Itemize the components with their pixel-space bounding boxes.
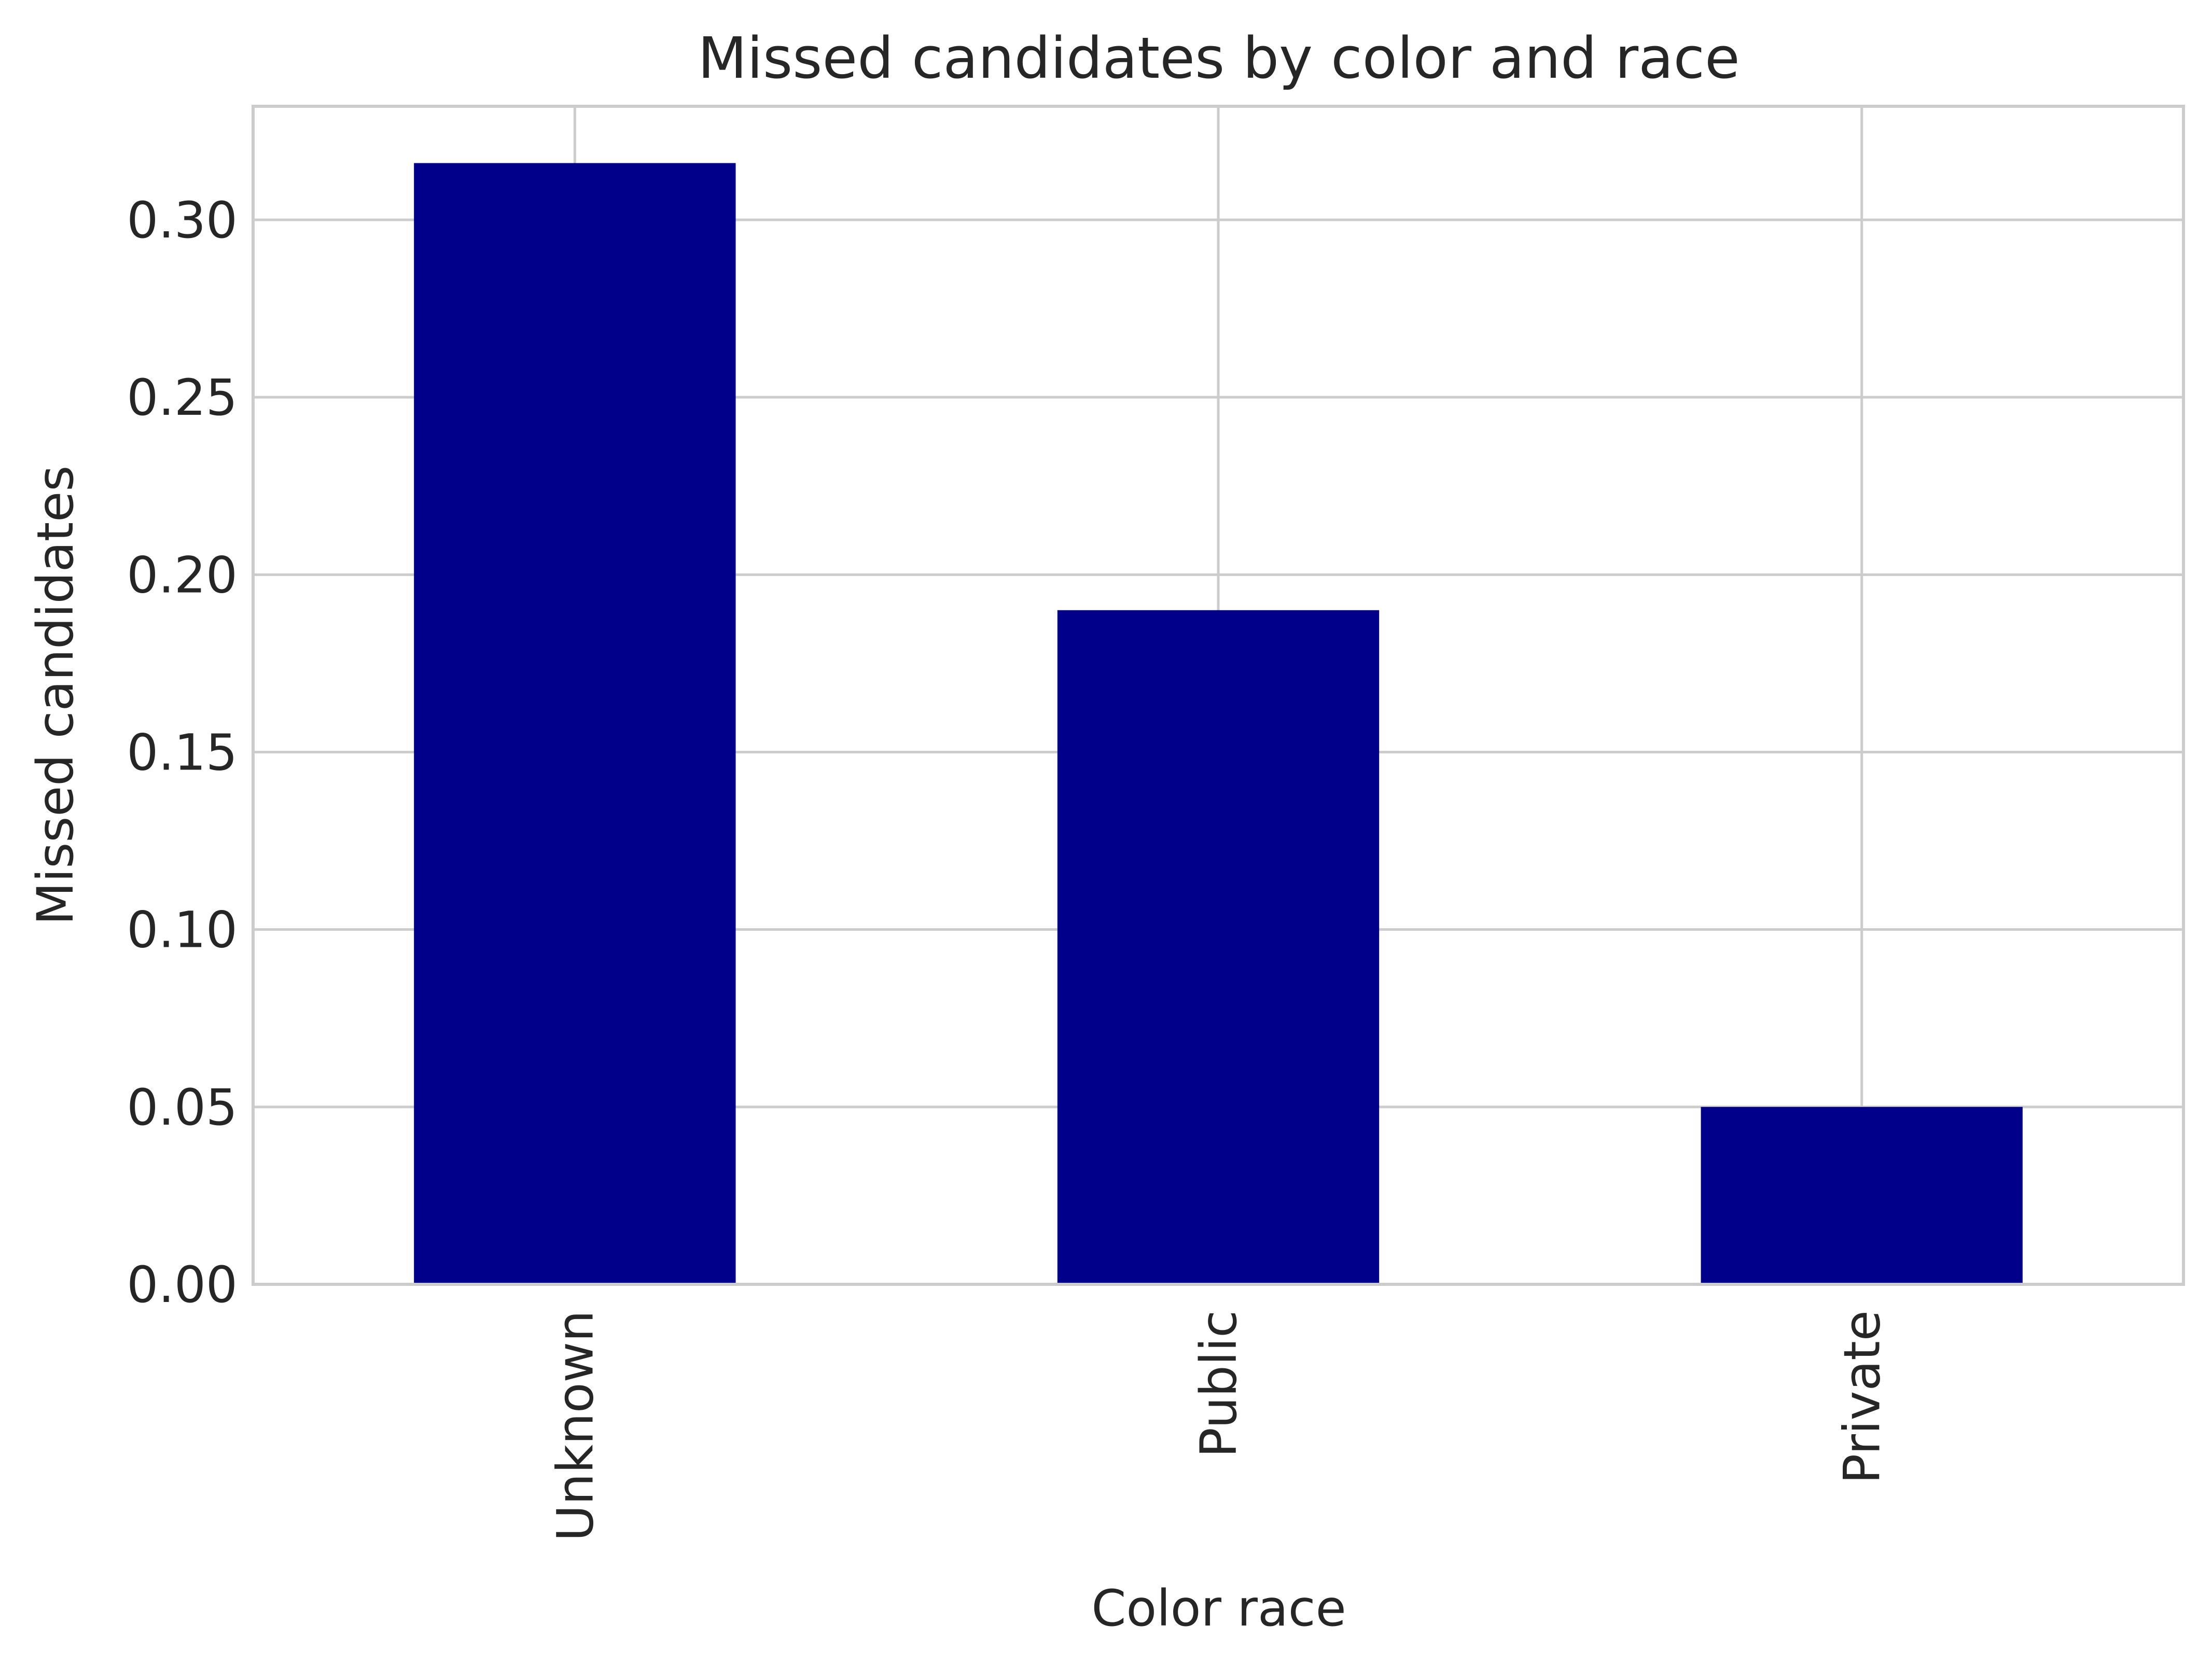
x-tick-labels: Unknown Public Private bbox=[546, 1310, 1891, 1542]
y-tick-label: 0.25 bbox=[127, 369, 238, 427]
y-tick-label: 0.15 bbox=[127, 723, 238, 781]
y-tick-label: 0.00 bbox=[127, 1256, 238, 1314]
x-tick-label: Public bbox=[1190, 1310, 1248, 1458]
y-tick-label: 0.20 bbox=[127, 546, 238, 604]
bars bbox=[414, 163, 2023, 1285]
y-tick-label: 0.30 bbox=[127, 191, 238, 249]
x-axis-label: Color race bbox=[1091, 1579, 1346, 1637]
plot-frame bbox=[252, 105, 2185, 1286]
bar-public bbox=[1057, 610, 1380, 1284]
x-tick-label: Private bbox=[1833, 1310, 1891, 1484]
y-tick-label: 0.10 bbox=[127, 901, 238, 959]
y-axis-label: Missed candidates bbox=[26, 466, 85, 926]
x-tick-label: Unknown bbox=[546, 1310, 604, 1542]
y-tick-label: 0.05 bbox=[127, 1078, 238, 1137]
chart-title: Missed candidates by color and race bbox=[698, 25, 1740, 91]
bar-private bbox=[1701, 1106, 2023, 1284]
y-tick-labels: 0.00 0.05 0.10 0.15 0.20 0.25 0.30 bbox=[127, 191, 238, 1314]
bar-unknown bbox=[414, 163, 736, 1285]
